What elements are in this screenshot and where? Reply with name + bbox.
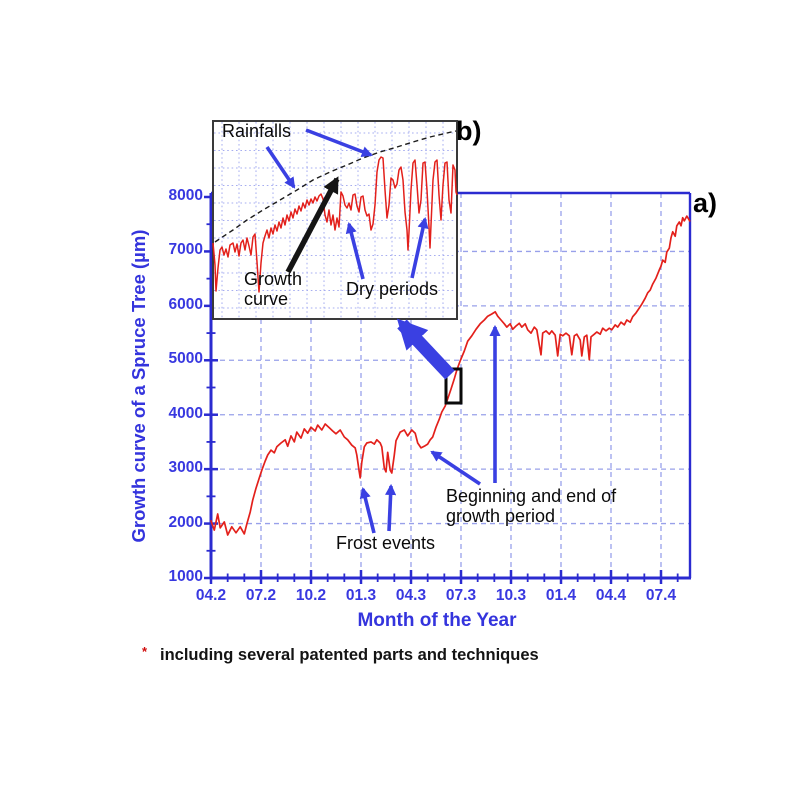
inset-panel-b: [212, 120, 458, 320]
dry-periods-arrow-2: [410, 216, 429, 279]
zoom-link-arrow: [396, 318, 455, 380]
growth-curve-arrow: [285, 176, 340, 274]
zoom-region-rectangle: [444, 367, 463, 405]
inset-growth-detail-curve: [212, 156, 458, 293]
dry-periods-arrow-1: [345, 221, 365, 280]
annotation-arrows: [265, 128, 501, 534]
rainfalls-arrow-1: [265, 145, 296, 189]
rainfalls-arrow-2: [305, 128, 373, 157]
inset-curves: [212, 130, 458, 293]
frost-arrow-1: [359, 486, 376, 534]
growth-period-arrow-1: [430, 450, 481, 486]
growth-curve-series: [210, 215, 691, 536]
frost-arrow-2: [385, 483, 397, 532]
series-spruce-tree-growth: [210, 215, 691, 536]
